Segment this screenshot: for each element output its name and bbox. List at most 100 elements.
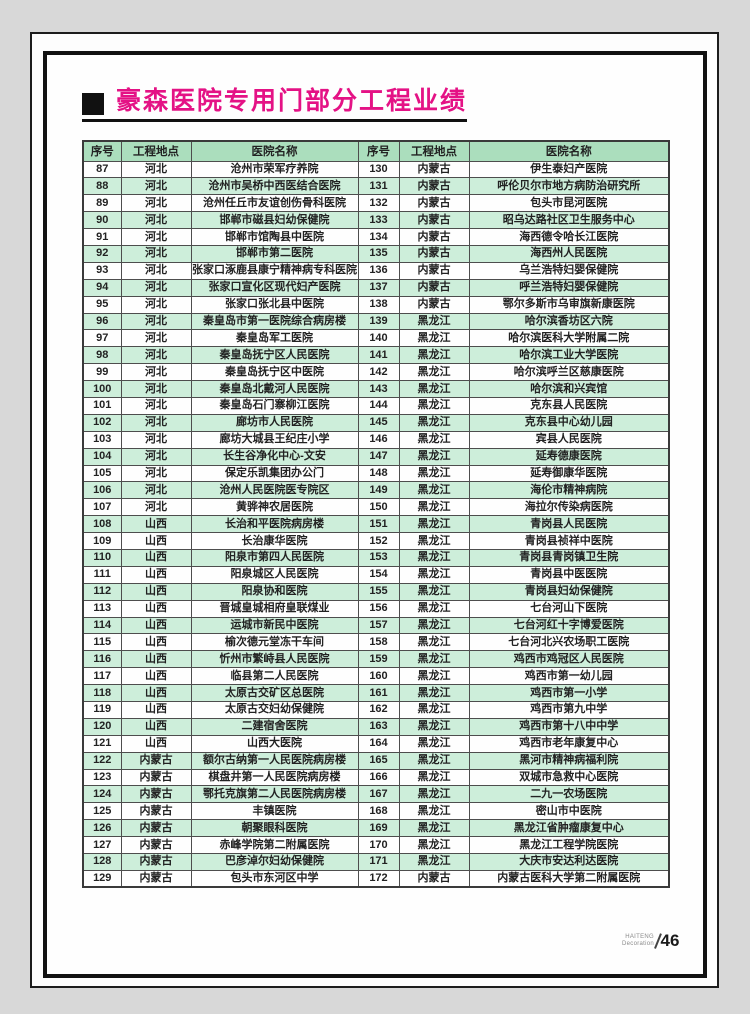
table-row: 107 河北 黄骅神农居医院 150 黑龙江 海拉尔传染病医院 [82, 498, 670, 517]
serial-cell-right: 165 [357, 751, 400, 770]
page-footer: HAITENG Decoration 46 [622, 931, 679, 951]
hospital-cell-right: 海西德令哈长江医院 [468, 228, 670, 246]
hospital-cell-right: 密山市中医院 [468, 802, 670, 821]
location-cell-left: 河北 [120, 295, 192, 314]
serial-cell-right: 158 [357, 633, 400, 652]
serial-cell-left: 129 [82, 869, 122, 888]
hospital-cell-left: 太原古交矿区总医院 [190, 684, 359, 702]
footer-brand-logo: HAITENG Decoration [622, 934, 654, 948]
location-cell-left: 河北 [120, 498, 192, 517]
location-cell-left: 河北 [120, 312, 192, 331]
location-cell-left: 河北 [120, 363, 192, 382]
header-serial-left: 序号 [82, 140, 122, 162]
table-row: 106 河北 沧州人民医院医专院区 149 黑龙江 海伦市精神病院 [82, 481, 670, 500]
serial-cell-right: 146 [357, 430, 400, 449]
table-row: 97 河北 秦皇岛军工医院 140 黑龙江 哈尔滨医科大学附属二院 [82, 329, 670, 348]
table-row: 102 河北 廊坊市人民医院 145 黑龙江 克东县中心幼儿园 [82, 413, 670, 432]
table-row: 109 山西 长治康华医院 152 黑龙江 青岗县祯祥中医院 [82, 532, 670, 550]
serial-cell-left: 106 [82, 481, 122, 500]
serial-cell-left: 99 [82, 363, 122, 382]
title-block: 豪森医院专用门部分工程业绩 [82, 87, 468, 122]
serial-cell-right: 154 [357, 565, 400, 584]
location-cell-left: 河北 [120, 464, 192, 483]
location-cell-left: 河北 [120, 380, 192, 398]
table-row: 113 山西 晋城皇城相府皇联煤业 156 黑龙江 七台河山下医院 [82, 599, 670, 618]
location-cell-right: 黑龙江 [398, 380, 470, 398]
serial-cell-right: 135 [357, 244, 400, 263]
table-row: 114 山西 运城市新民中医院 157 黑龙江 七台河红十字博爱医院 [82, 616, 670, 635]
location-cell-left: 山西 [120, 684, 192, 702]
location-cell-left: 内蒙古 [120, 768, 192, 787]
hospital-cell-left: 棋盘井第一人民医院病房楼 [190, 768, 359, 787]
serial-cell-left: 117 [82, 667, 122, 686]
serial-cell-right: 168 [357, 802, 400, 821]
location-cell-right: 内蒙古 [398, 261, 470, 280]
hospital-cell-right: 黑河市精神病福利院 [468, 751, 670, 770]
location-cell-right: 黑龙江 [398, 430, 470, 449]
table-row: 110 山西 阳泉市第四人民医院 153 黑龙江 青岗县青岗镇卫生院 [82, 548, 670, 567]
serial-cell-right: 130 [357, 160, 400, 179]
table-row: 112 山西 阳泉协和医院 155 黑龙江 青岗县妇幼保健院 [82, 582, 670, 601]
serial-cell-left: 119 [82, 701, 122, 719]
table-row: 99 河北 秦皇岛抚宁区中医院 142 黑龙江 哈尔滨呼兰区慈康医院 [82, 363, 670, 382]
hospital-cell-left: 秦皇岛石门寨柳江医院 [190, 396, 359, 415]
location-cell-right: 黑龙江 [398, 701, 470, 719]
table-row: 90 河北 邯郸市磁县妇幼保健院 133 内蒙古 昭乌达路社区卫生服务中心 [82, 211, 670, 230]
location-cell-left: 山西 [120, 667, 192, 686]
location-cell-right: 黑龙江 [398, 717, 470, 736]
serial-cell-left: 87 [82, 160, 122, 179]
hospital-cell-right: 海西州人民医院 [468, 244, 670, 263]
table-row: 111 山西 阳泉城区人民医院 154 黑龙江 青岗县中医医院 [82, 565, 670, 584]
hospital-cell-left: 秦皇岛北戴河人民医院 [190, 380, 359, 398]
hospital-cell-left: 额尔古纳第一人民医院病房楼 [190, 751, 359, 770]
table-row: 120 山西 二建宿舍医院 163 黑龙江 鸡西市第十八中中学 [82, 717, 670, 736]
serial-cell-right: 171 [357, 853, 400, 871]
location-cell-right: 黑龙江 [398, 616, 470, 635]
location-cell-left: 山西 [120, 633, 192, 652]
location-cell-left: 河北 [120, 177, 192, 196]
location-cell-right: 黑龙江 [398, 853, 470, 871]
table-row: 92 河北 邯郸市第二医院 135 内蒙古 海西州人民医院 [82, 244, 670, 263]
serial-cell-left: 92 [82, 244, 122, 263]
location-cell-right: 黑龙江 [398, 532, 470, 550]
location-cell-right: 内蒙古 [398, 278, 470, 297]
hospital-cell-right: 伊生泰妇产医院 [468, 160, 670, 179]
serial-cell-right: 153 [357, 548, 400, 567]
serial-cell-left: 116 [82, 650, 122, 669]
table-row: 118 山西 太原古交矿区总医院 161 黑龙江 鸡西市第一小学 [82, 684, 670, 702]
serial-cell-left: 94 [82, 278, 122, 297]
serial-cell-left: 118 [82, 684, 122, 702]
serial-cell-right: 172 [357, 869, 400, 888]
table-row: 119 山西 太原古交妇幼保健院 162 黑龙江 鸡西市第九中学 [82, 701, 670, 719]
footer-brand-bottom: Decoration [622, 941, 655, 947]
location-cell-left: 河北 [120, 160, 192, 179]
serial-cell-left: 108 [82, 515, 122, 534]
serial-cell-left: 110 [82, 548, 122, 567]
location-cell-right: 黑龙江 [398, 819, 470, 838]
location-cell-right: 黑龙江 [398, 565, 470, 584]
hospital-cell-left: 秦皇岛军工医院 [190, 329, 359, 348]
location-cell-right: 黑龙江 [398, 785, 470, 804]
location-cell-left: 河北 [120, 329, 192, 348]
hospital-cell-right: 鸡西市鸡冠区人民医院 [468, 650, 670, 669]
title-bullet-square-icon [82, 92, 104, 115]
hospital-cell-left: 临县第二人民医院 [190, 667, 359, 686]
location-cell-left: 山西 [120, 565, 192, 584]
location-cell-right: 黑龙江 [398, 836, 470, 855]
serial-cell-left: 98 [82, 346, 122, 365]
header-serial-right: 序号 [357, 140, 400, 162]
hospital-cell-left: 邯郸市馆陶县中医院 [190, 228, 359, 246]
hospital-cell-right: 哈尔滨香坊区六院 [468, 312, 670, 331]
table-row: 127 内蒙古 赤峰学院第二附属医院 170 黑龙江 黑龙江工程学院医院 [82, 836, 670, 855]
location-cell-left: 山西 [120, 599, 192, 618]
serial-cell-left: 114 [82, 616, 122, 635]
location-cell-right: 黑龙江 [398, 329, 470, 348]
serial-cell-right: 169 [357, 819, 400, 838]
hospital-cell-right: 呼伦贝尔市地方病防治研究所 [468, 177, 670, 196]
location-cell-left: 河北 [120, 413, 192, 432]
hospital-cell-left: 张家口张北县中医院 [190, 295, 359, 314]
location-cell-right: 黑龙江 [398, 548, 470, 567]
hospital-cell-right: 昭乌达路社区卫生服务中心 [468, 211, 670, 230]
hospital-cell-right: 哈尔滨和兴宾馆 [468, 380, 670, 398]
hospital-cell-right: 鸡西市第一小学 [468, 684, 670, 702]
